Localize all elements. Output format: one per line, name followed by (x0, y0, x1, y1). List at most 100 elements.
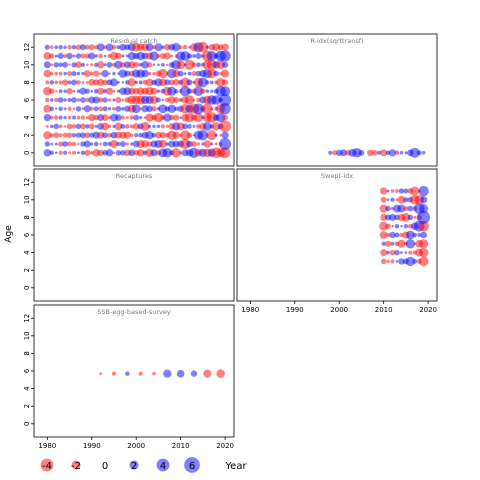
residual-bubble (89, 71, 94, 76)
residual-bubble (43, 149, 52, 157)
residual-bubble (121, 106, 125, 111)
residual-bubble (418, 247, 429, 258)
residual-bubble (76, 71, 81, 76)
residual-bubble (386, 250, 390, 255)
residual-bubble (49, 150, 54, 155)
residual-bubble (125, 371, 130, 376)
y-tick-label: 10 (23, 60, 31, 69)
residual-bubble (186, 88, 193, 94)
y-tick-label: 4 (23, 115, 31, 120)
residual-bubble (136, 149, 145, 157)
residual-bubble (44, 141, 51, 147)
residual-bubble (386, 259, 390, 264)
residual-bubble (219, 138, 232, 150)
residual-bubble (62, 132, 68, 138)
residual-bubble (167, 104, 176, 113)
residual-bubble (158, 104, 168, 114)
legend-label: -4 (42, 461, 52, 472)
residual-bubble (380, 213, 388, 221)
residual-bubble (207, 68, 217, 79)
residual-bubble (212, 43, 221, 52)
residual-bubble (66, 88, 73, 95)
residual-bubble (193, 112, 204, 123)
residual-bubble (68, 151, 72, 155)
residual-bubble (404, 151, 408, 155)
residual-bubble (192, 124, 196, 128)
residual-bubble (103, 54, 107, 58)
residual-bubble (97, 131, 105, 139)
residual-bubble (391, 224, 394, 228)
residual-bubble (394, 150, 400, 156)
residual-bubble (112, 151, 116, 155)
residual-bubble (58, 62, 63, 68)
residual-bubble (71, 97, 77, 103)
y-tick-label: 10 (23, 195, 31, 204)
residual-bubble (182, 44, 188, 50)
legend-entry: 4 (156, 458, 170, 472)
residual-bubble (93, 106, 99, 112)
residual-bubble (176, 369, 185, 378)
residual-bubble (80, 53, 86, 59)
residual-bubble (54, 97, 59, 103)
residual-bubble (180, 77, 190, 88)
residual-bubble (171, 148, 181, 158)
residual-bubble (179, 86, 191, 97)
residual-bubble (420, 196, 428, 204)
residual-bubble (184, 112, 195, 123)
residual-bubble (161, 98, 165, 102)
residual-bubble (53, 123, 59, 130)
residual-bubble (182, 123, 188, 130)
residual-bubble (213, 70, 219, 77)
residual-bubble (90, 89, 94, 93)
residual-bubble (191, 71, 197, 77)
residual-bubble (332, 150, 338, 156)
residual-bubble (125, 142, 129, 146)
residual-bubble (102, 132, 108, 139)
residual-bubble (79, 44, 86, 51)
residual-bubble (397, 195, 406, 204)
panel-title: R-idx(sqrttransf) (310, 37, 363, 45)
residual-bubble (419, 239, 429, 249)
residual-bubble (54, 151, 58, 155)
residual-bubble (151, 106, 157, 112)
residual-bubble (380, 196, 387, 203)
residual-bubble (58, 80, 63, 85)
residual-bubble (410, 186, 420, 196)
residual-bubble (76, 80, 81, 85)
legend-entry: -2 (71, 460, 81, 472)
residual-bubble (88, 78, 96, 86)
residual-bubble (99, 142, 103, 146)
residual-bubble (219, 50, 231, 62)
legend-entry: 0 (102, 461, 108, 472)
residual-bubble (187, 71, 192, 76)
residual-bubble (214, 142, 218, 146)
residual-bubble (371, 149, 378, 156)
residual-bubble (203, 369, 212, 378)
residual-bubble (90, 63, 94, 67)
residual-bubble (50, 98, 54, 102)
residual-bubble (71, 62, 77, 68)
residual-bubble (155, 131, 162, 139)
residual-bubble (67, 80, 72, 85)
residual-bubble (219, 147, 231, 159)
residual-bubble (120, 123, 126, 129)
panel-5: SSB-egg-based-survey 0 2 4 6 8 10 12 1980 1990 200… (23, 304, 235, 450)
residual-bubble (115, 105, 122, 112)
residual-bubble (407, 214, 414, 221)
residual-bubble (161, 62, 165, 67)
residual-bubble (97, 149, 104, 157)
residual-bubble (88, 113, 96, 122)
residual-bubble (390, 189, 395, 193)
residual-bubble (62, 61, 69, 68)
residual-bubble (111, 371, 117, 376)
residual-bubble (99, 372, 103, 376)
residual-bubble (352, 148, 362, 158)
residual-bubble (54, 89, 58, 93)
residual-bubble (128, 61, 136, 69)
legend-bubble (40, 458, 54, 472)
residual-bubble (385, 205, 391, 212)
residual-bubble (407, 205, 414, 212)
residual-bubble (112, 71, 116, 76)
residual-bubble (158, 68, 168, 79)
residual-bubble (219, 103, 231, 115)
